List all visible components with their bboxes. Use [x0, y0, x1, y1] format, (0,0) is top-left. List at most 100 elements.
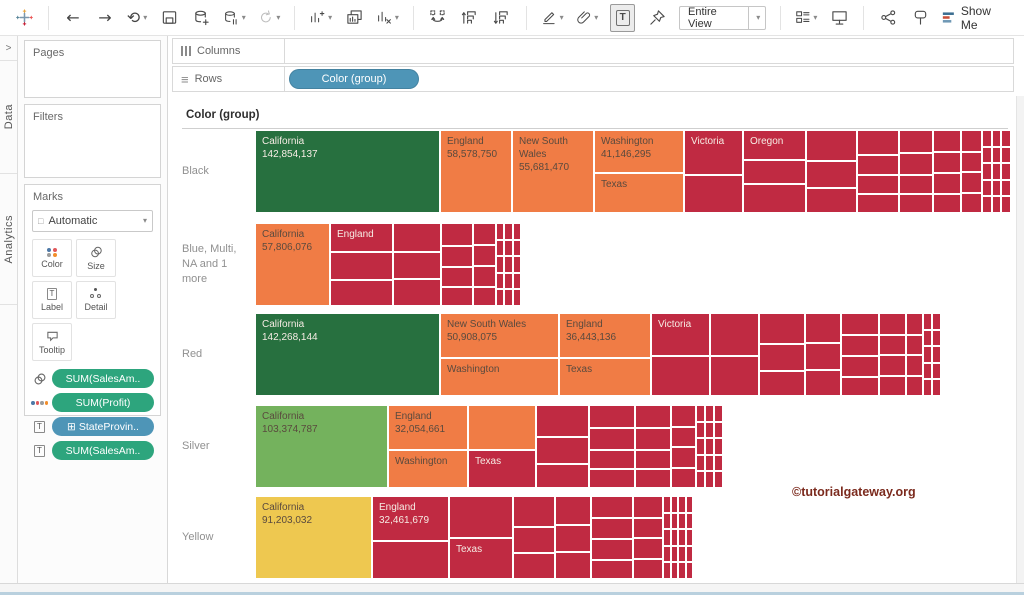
treemap-cell-victoria[interactable]: Victoria — [652, 314, 709, 355]
label-icon[interactable]: T — [31, 444, 48, 457]
sort-ascending-button[interactable] — [460, 5, 480, 31]
treemap-cell-new-south-wales[interactable]: New South Wales 55,681,470 — [513, 131, 593, 212]
treemap-cell[interactable] — [880, 356, 905, 375]
treemap-cell[interactable] — [556, 497, 590, 524]
treemap-cell[interactable] — [715, 422, 722, 438]
treemap-cell[interactable] — [634, 539, 662, 558]
treemap-cell[interactable] — [715, 406, 722, 421]
treemap-cell[interactable] — [505, 273, 512, 289]
treemap-cell[interactable] — [514, 497, 554, 527]
treemap-cell-victoria[interactable]: Victoria — [685, 131, 742, 174]
new-worksheet-button[interactable]: ▾ — [309, 5, 332, 31]
treemap-cell-california[interactable]: California 142,854,137 — [256, 131, 439, 212]
treemap-cell[interactable] — [858, 195, 898, 212]
horizontal-scrollbar-track[interactable] — [0, 583, 1024, 592]
treemap-cell[interactable] — [497, 290, 504, 305]
treemap-cell[interactable] — [394, 224, 440, 252]
treemap-cell[interactable] — [934, 174, 960, 193]
treemap-cell[interactable] — [807, 131, 856, 161]
treemap-cell[interactable] — [679, 497, 685, 512]
pill-color-group[interactable]: Color (group) — [289, 69, 419, 89]
treemap-cell[interactable] — [992, 147, 1001, 163]
treemap-cell[interactable] — [514, 554, 554, 579]
label-icon[interactable]: T — [31, 420, 48, 433]
treemap-cell[interactable] — [983, 180, 991, 196]
treemap-cell[interactable] — [806, 371, 840, 395]
treemap-cell[interactable] — [474, 224, 495, 245]
treemap-cell[interactable] — [711, 314, 758, 355]
forward-button[interactable]: → — [95, 5, 115, 31]
treemap-cell[interactable] — [962, 193, 981, 212]
treemap-cell[interactable] — [442, 287, 472, 305]
treemap-cell[interactable] — [858, 155, 898, 174]
treemap-cell[interactable] — [513, 290, 520, 305]
treemap-cell[interactable] — [992, 131, 1001, 146]
treemap-cell[interactable] — [505, 290, 512, 305]
undo-replay-button[interactable]: ⟲ ▾ — [127, 5, 147, 31]
share-button[interactable] — [878, 5, 898, 31]
treemap-cell[interactable] — [842, 357, 878, 376]
duplicate-sheet-button[interactable] — [344, 5, 364, 31]
treemap-cell-new-south-wales[interactable]: New South Wales 50,908,075 — [441, 314, 558, 358]
clear-sheet-button[interactable]: ▾ — [376, 5, 399, 31]
treemap-cell[interactable] — [505, 257, 512, 272]
tab-analytics[interactable]: Analytics — [0, 174, 17, 305]
treemap-cell[interactable] — [686, 546, 692, 562]
treemap-cell[interactable] — [880, 335, 905, 355]
mark-type-select[interactable]: □ Automatic ▾ — [32, 210, 153, 232]
treemap-cell[interactable] — [634, 518, 662, 538]
tableau-logo[interactable] — [14, 5, 34, 31]
treemap-cell[interactable] — [760, 314, 804, 344]
treemap-cell[interactable] — [983, 147, 991, 163]
treemap-cell[interactable] — [992, 197, 1001, 212]
treemap-cell[interactable] — [450, 497, 512, 537]
treemap-cell[interactable] — [934, 153, 960, 173]
treemap-cell[interactable] — [744, 161, 805, 184]
treemap-cell[interactable] — [373, 541, 448, 578]
pill-stateprovince[interactable]: ⊞ StateProvin.. — [52, 417, 154, 436]
tooltip-button[interactable]: Tooltip — [32, 323, 72, 361]
treemap-cell[interactable] — [394, 280, 440, 305]
treemap-cell[interactable] — [1002, 147, 1010, 163]
treemap-cell[interactable] — [537, 438, 588, 464]
treemap-cell[interactable] — [634, 559, 662, 578]
treemap-cell[interactable] — [592, 540, 632, 559]
columns-shelf[interactable] — [285, 38, 1014, 64]
treemap-cell[interactable] — [685, 175, 742, 212]
treemap-cell-washington[interactable]: Washington — [389, 450, 467, 487]
treemap-cell[interactable] — [706, 439, 713, 454]
treemap-cell[interactable] — [556, 525, 590, 552]
treemap-cell[interactable] — [474, 287, 495, 305]
treemap-cell[interactable] — [537, 406, 588, 437]
treemap-cell[interactable] — [933, 380, 940, 395]
treemap-cell[interactable] — [505, 224, 512, 239]
treemap-cell[interactable] — [880, 376, 905, 395]
treemap-cell[interactable] — [679, 546, 685, 562]
treemap-cell[interactable] — [664, 563, 670, 578]
treemap-cell[interactable] — [858, 131, 898, 154]
treemap-cell[interactable] — [497, 257, 504, 272]
group-members-button[interactable]: ▾ — [576, 5, 598, 31]
treemap-cell[interactable] — [590, 470, 634, 487]
treemap-cell[interactable] — [933, 363, 940, 379]
treemap-cell[interactable] — [697, 472, 704, 487]
treemap-cell[interactable] — [474, 267, 495, 286]
treemap-cell[interactable] — [706, 472, 713, 487]
pages-card[interactable]: Pages — [24, 40, 161, 98]
treemap-cell[interactable] — [671, 563, 677, 578]
treemap-cell[interactable] — [924, 347, 931, 362]
treemap-cell-england[interactable]: England — [331, 224, 392, 252]
treemap-cell-california[interactable]: California 103,374,787 — [256, 406, 387, 487]
treemap-cell[interactable] — [900, 175, 932, 194]
treemap-cell[interactable] — [394, 253, 440, 279]
new-datasource-button[interactable] — [191, 5, 211, 31]
swap-axes-button[interactable] — [428, 5, 448, 31]
pause-updates-button[interactable]: ▾ — [223, 5, 246, 31]
treemap-cell[interactable] — [634, 497, 662, 517]
pill-sum-profit[interactable]: SUM(Profit) — [52, 393, 154, 412]
treemap-cell[interactable] — [962, 131, 981, 151]
treemap-cell-texas[interactable]: Texas — [595, 174, 683, 212]
treemap-cell[interactable] — [907, 314, 922, 334]
treemap-cell[interactable] — [924, 330, 931, 346]
treemap-cell[interactable] — [474, 246, 495, 266]
